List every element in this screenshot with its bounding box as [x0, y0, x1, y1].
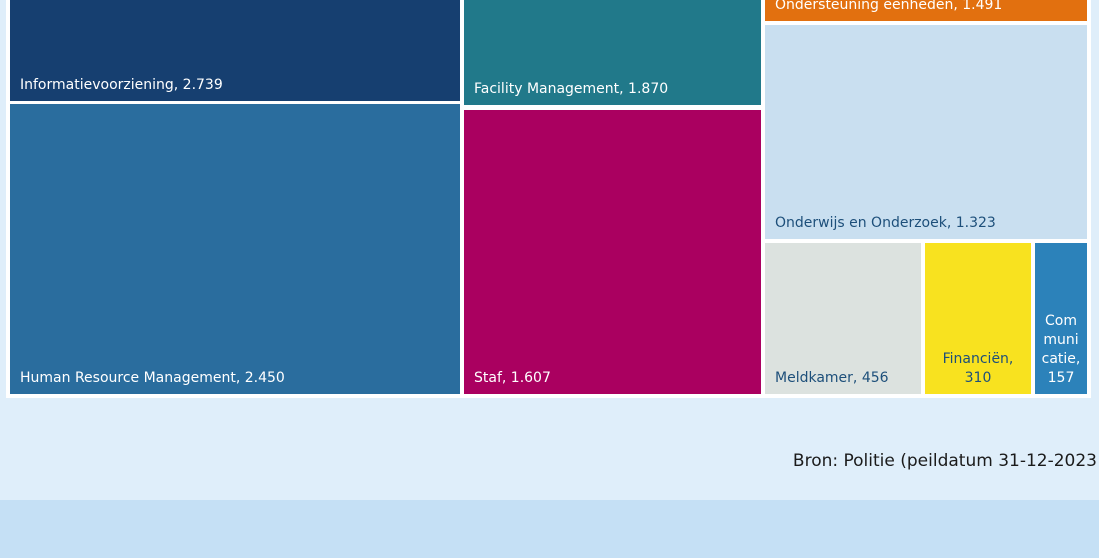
- cell-label: Facility Management, 1.870: [474, 81, 668, 97]
- treemap-cell: [925, 243, 1031, 394]
- treemap-cell: [464, 110, 761, 394]
- treemap-cell: [464, 0, 761, 105]
- source: Bron: Politie (peildatum 31-12-2023: [793, 451, 1097, 471]
- cell-label: Financiën, 310: [943, 351, 1014, 386]
- treemap-cell: [1035, 243, 1087, 394]
- treemap-cell: [765, 25, 1087, 239]
- cell-label: Com muni catie, 157: [1042, 313, 1081, 386]
- cell-label: Human Resource Management, 2.450: [20, 370, 285, 386]
- footer-band: [0, 500, 1099, 558]
- treemap-cell: [10, 104, 460, 394]
- cell-label: Informatievoorziening, 2.739: [20, 77, 223, 93]
- treemap-cell: [10, 0, 460, 101]
- treemap-cell: [765, 243, 921, 394]
- cell-label: Staf, 1.607: [474, 370, 551, 386]
- treemap-cell: [765, 0, 1087, 21]
- cell-label: Ondersteuning eenheden, 1.491: [775, 0, 1002, 13]
- cell-label: Onderwijs en Onderzoek, 1.323: [775, 215, 996, 231]
- cell-label: Meldkamer, 456: [775, 370, 889, 386]
